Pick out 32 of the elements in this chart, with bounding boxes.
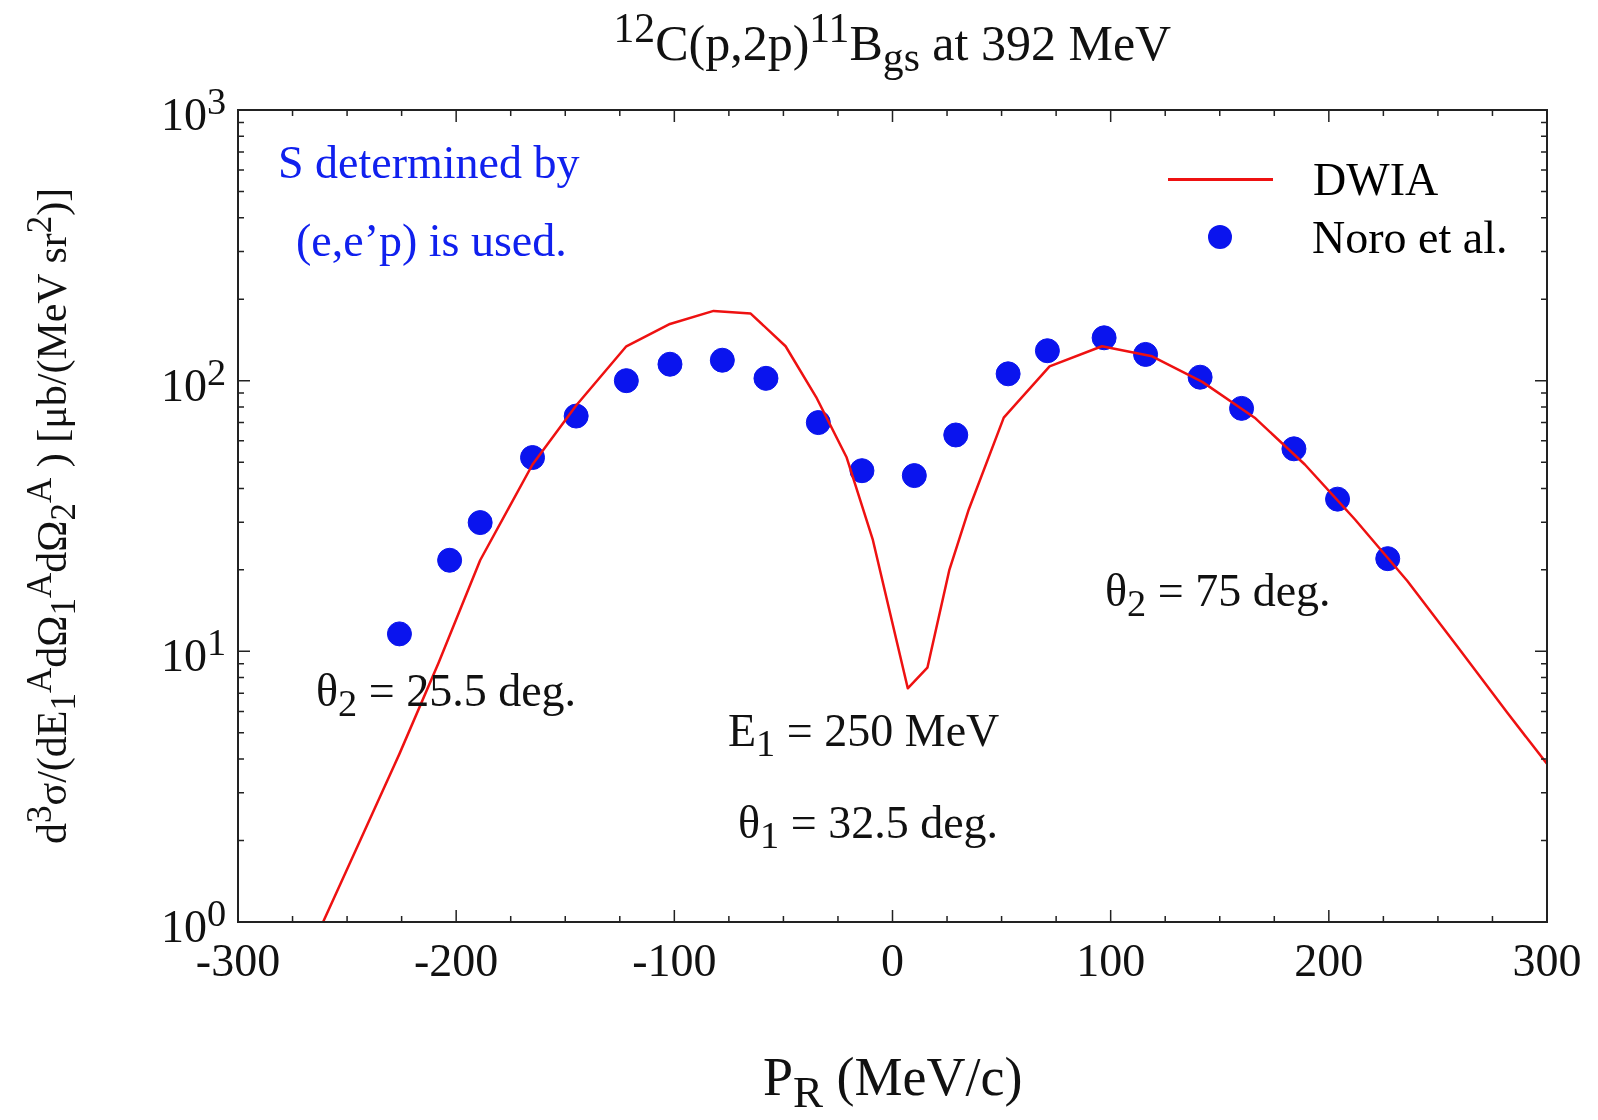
y-tick-label: 10$^{3}$: [161, 80, 227, 141]
point: [901, 463, 927, 489]
x-axis-title: P$_{R}$ (MeV/c): [763, 1047, 1023, 1117]
point: [386, 621, 412, 647]
point: [805, 410, 831, 436]
point: [437, 547, 463, 573]
point: [1034, 338, 1060, 364]
legend-label: DWIA: [1313, 152, 1439, 206]
annotation: E$_{1}$ = 250 MeV: [728, 705, 1000, 765]
annotation: S determined by: [278, 137, 580, 188]
x-tick-label: 100: [1076, 934, 1146, 986]
point: [943, 422, 969, 448]
legend-label: Noro et al.: [1312, 210, 1508, 264]
annotation: θ$_{1}$ = 32.5 deg.: [738, 797, 999, 857]
point: [657, 351, 683, 377]
y-tick-label: 10$^{1}$: [161, 621, 227, 682]
point: [613, 368, 639, 394]
annotation: θ$_{2}$ = 75 deg.: [1105, 565, 1331, 625]
x-tick-label: -100: [632, 934, 717, 986]
point: [1091, 325, 1117, 351]
point: [995, 361, 1021, 387]
point: [849, 458, 875, 484]
x-tick-label: 200: [1294, 934, 1364, 986]
point: [753, 365, 779, 391]
annotation: (e,e’p) is used.: [296, 215, 567, 266]
y-tick-label: 10$^{2}$: [161, 350, 227, 411]
x-tick-label: 0: [881, 934, 904, 986]
chart-title: $^{12}$C(p,2p)$^{11}$B$_{gs}$ at 392 MeV: [613, 5, 1172, 80]
x-tick-label: -200: [414, 934, 499, 986]
point: [467, 510, 493, 536]
x-tick-label: 300: [1512, 934, 1582, 986]
point: [709, 347, 735, 373]
